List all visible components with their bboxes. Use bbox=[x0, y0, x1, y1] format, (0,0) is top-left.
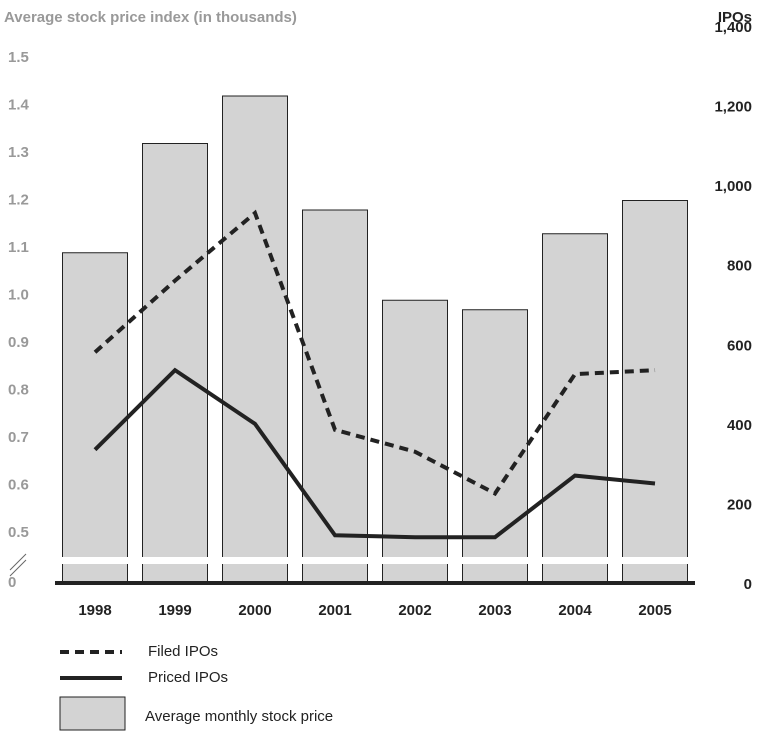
line bbox=[93, 367, 656, 540]
y-tick-label: 1.0 bbox=[8, 286, 29, 303]
y-tick-label: 0.5 bbox=[8, 524, 29, 541]
y2-tick-label: 600 bbox=[727, 337, 752, 354]
y-tick-label: 0 bbox=[8, 574, 16, 591]
x-tick-label: 2003 bbox=[478, 602, 511, 619]
bar bbox=[142, 143, 208, 584]
bar bbox=[622, 200, 688, 584]
x-tick-label: 2001 bbox=[318, 602, 351, 619]
axis-break-gap bbox=[45, 557, 705, 564]
bar bbox=[462, 309, 528, 584]
x-tick-label: 1999 bbox=[158, 602, 191, 619]
y-tick-label: 1.5 bbox=[8, 49, 29, 66]
y2-title: IPOs bbox=[718, 9, 752, 26]
y-tick-label: 1.1 bbox=[8, 239, 29, 256]
y-tick-label: 1.2 bbox=[8, 191, 29, 208]
bar bbox=[542, 233, 608, 584]
legend-label: Priced IPOs bbox=[148, 669, 228, 686]
y2-tick-label: 0 bbox=[744, 576, 752, 593]
legend-label: Average monthly stock price bbox=[145, 708, 333, 725]
x-tick-label: 2004 bbox=[558, 602, 592, 619]
y2-tick-label: 1,400 bbox=[714, 19, 752, 36]
y-tick-label: 0.7 bbox=[8, 429, 29, 446]
y2-tick-label: 800 bbox=[727, 258, 752, 275]
y-tick-label: 1.4 bbox=[8, 96, 30, 113]
x-tick-label: 2000 bbox=[238, 602, 271, 619]
axis-break-mark bbox=[9, 559, 27, 577]
y2-tick-label: 400 bbox=[727, 417, 752, 434]
x-tick-label: 1998 bbox=[78, 602, 111, 619]
axis-break-mark bbox=[9, 553, 27, 571]
bar bbox=[62, 252, 128, 584]
x-tick-label: 2005 bbox=[638, 602, 671, 619]
bar bbox=[222, 95, 288, 584]
legend-label: Filed IPOs bbox=[148, 643, 218, 660]
y-tick-label: 0.8 bbox=[8, 381, 29, 398]
bar bbox=[302, 209, 368, 584]
y-tick-label: 0.6 bbox=[8, 476, 29, 493]
y2-tick-label: 200 bbox=[727, 496, 752, 513]
chart-title: Average stock price index (in thousands) bbox=[4, 9, 297, 26]
line bbox=[93, 209, 656, 497]
y2-tick-label: 1,200 bbox=[714, 99, 752, 116]
legend-swatch bbox=[59, 696, 126, 731]
y-tick-label: 0.9 bbox=[8, 334, 29, 351]
bar bbox=[382, 299, 448, 584]
y2-tick-label: 1,000 bbox=[714, 178, 752, 195]
x-tick-label: 2002 bbox=[398, 602, 431, 619]
y-tick-label: 1.3 bbox=[8, 144, 29, 161]
